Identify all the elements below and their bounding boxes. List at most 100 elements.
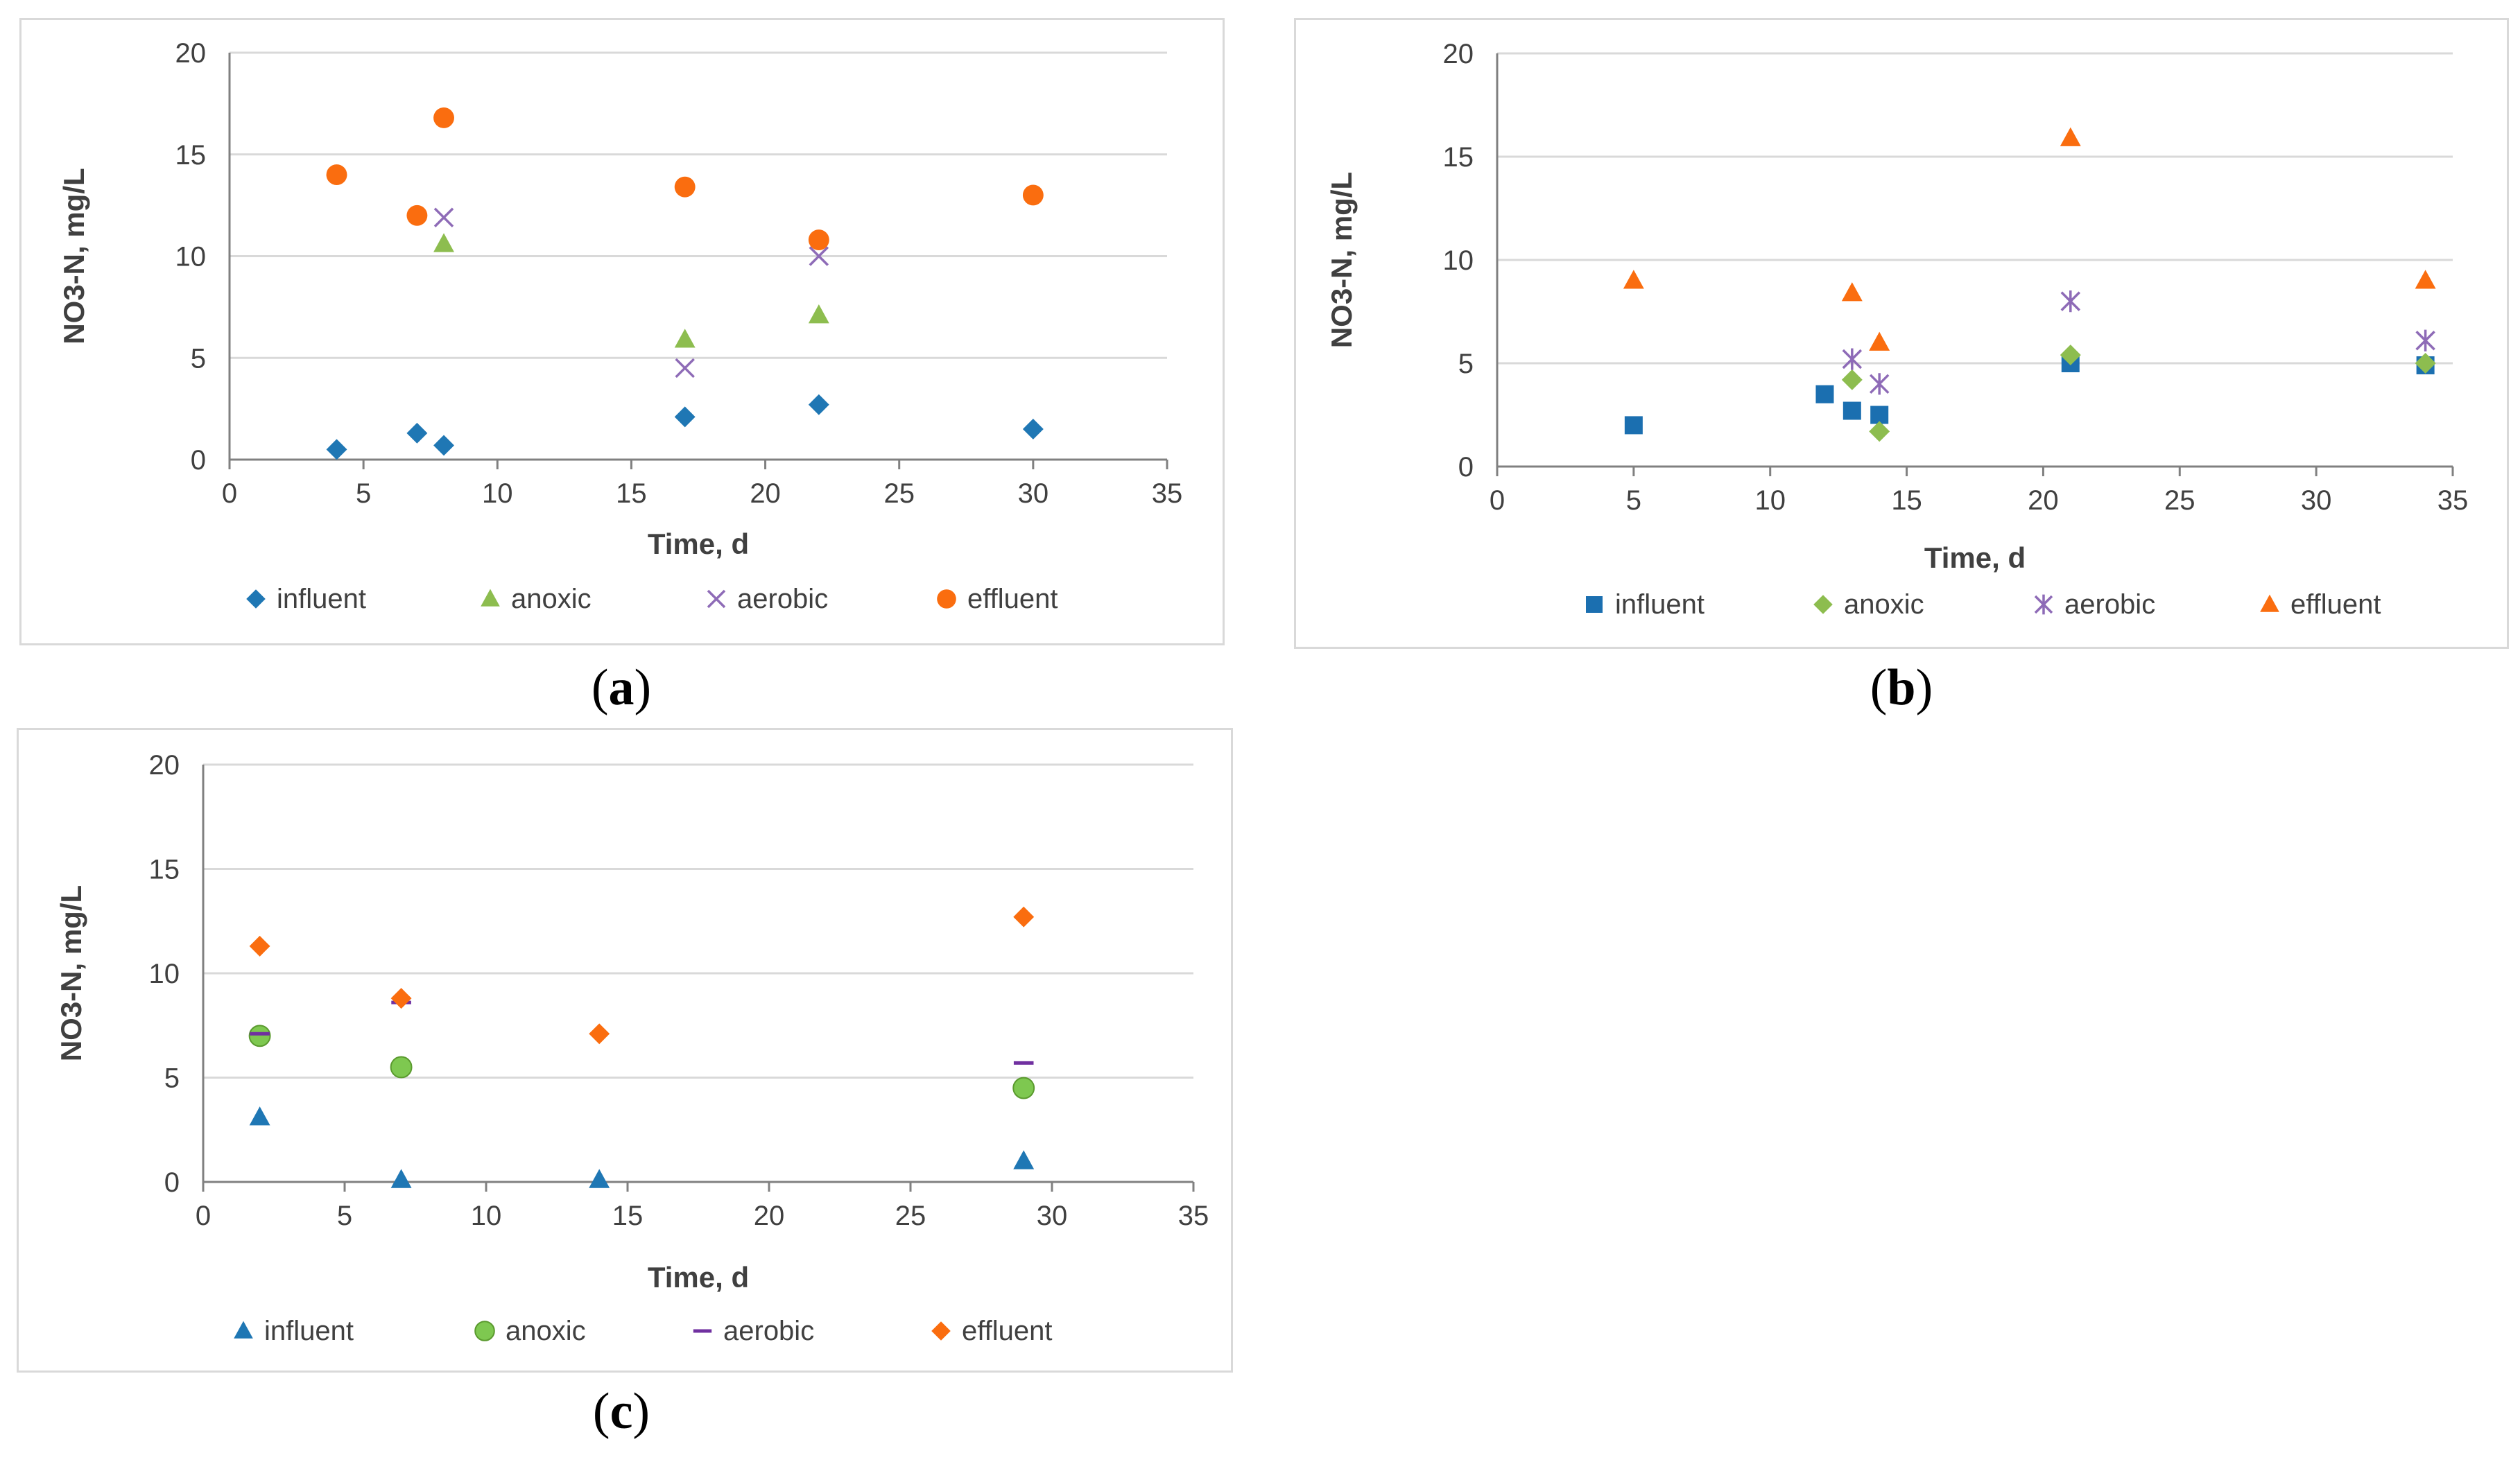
chart-c-point-influent xyxy=(249,1106,270,1126)
chart-a-series-aerobic xyxy=(433,207,829,378)
chart-a-svg: 0 5 10 15 20 0 5 10 15 20 25 30 35 Time, d NO3-N, mg/L… xyxy=(58,38,1183,614)
chart-b-ytick-label: 5 xyxy=(1458,349,1474,379)
chart-a-legend: influent anoxic aerobic effluent xyxy=(246,584,1058,614)
chart-c-legend-marker-effluent xyxy=(931,1321,951,1341)
chart-a-legend-marker-influent xyxy=(246,589,266,609)
chart-a-point-influent xyxy=(326,439,347,460)
chart-c-xtick-label: 35 xyxy=(1178,1201,1209,1231)
caption-b-label: b xyxy=(1887,659,1916,716)
chart-a-point-aerobic xyxy=(809,246,829,266)
chart-c-ytick-label: 20 xyxy=(149,750,180,781)
chart-c-point-anoxic xyxy=(248,1025,271,1047)
chart-c-series-influent xyxy=(249,1106,1035,1188)
chart-c-svg: 0 5 10 15 20 0 5 10 15 20 25 30 35 Time, d NO3-N, mg/L… xyxy=(55,750,1209,1346)
chart-panel-b: 0 5 10 15 20 0 5 10 15 20 25 30 35 Time, d NO3-N, mg/L… xyxy=(1294,18,2509,649)
chart-a-point-effluent xyxy=(808,229,829,250)
chart-b-series-influent xyxy=(1624,354,2435,435)
chart-b-svg: 0 5 10 15 20 0 5 10 15 20 25 30 35 Time, d NO3-N, mg/L… xyxy=(1325,39,2469,620)
chart-a-legend-label-influent: influent xyxy=(277,584,366,614)
chart-c-point-effluent xyxy=(589,1023,610,1045)
chart-c-point-influent xyxy=(390,1169,412,1188)
chart-c-ytick-label: 0 xyxy=(164,1167,180,1198)
chart-b-ytick-label: 10 xyxy=(1443,245,1474,276)
chart-a-point-effluent xyxy=(406,204,428,226)
chart-a-point-aerobic xyxy=(675,358,695,378)
caption-a-label: a xyxy=(608,659,635,716)
chart-b-point-effluent xyxy=(1623,270,1644,289)
chart-b-legend: influent anoxic aerobic effluent xyxy=(1586,589,2381,620)
caption-a: (a) xyxy=(591,659,652,716)
chart-b-xtick-label: 20 xyxy=(2028,485,2059,516)
chart-a-point-anoxic xyxy=(433,233,454,252)
chart-c-xtick-label: 20 xyxy=(754,1201,785,1231)
chart-b-point-influent xyxy=(1842,401,1861,420)
chart-a-point-influent xyxy=(808,394,829,415)
chart-c-legend-marker-influent xyxy=(234,1321,253,1339)
chart-b-ytick-label: 20 xyxy=(1443,39,1474,69)
chart-a-xtick-label: 25 xyxy=(883,478,915,509)
chart-b-xtick-label: 35 xyxy=(2437,485,2469,516)
chart-b-xtick-label: 15 xyxy=(1891,485,1922,516)
chart-c-xtick-label: 10 xyxy=(471,1201,502,1231)
chart-b-point-influent xyxy=(1815,385,1834,403)
chart-a-point-effluent xyxy=(326,164,347,186)
chart-a-ytick-label: 10 xyxy=(175,242,207,272)
chart-a-ytick-label: 20 xyxy=(175,38,207,69)
chart-c-legend-label-anoxic: anoxic xyxy=(506,1316,586,1346)
chart-a-point-influent xyxy=(1022,419,1044,440)
chart-a-point-influent xyxy=(406,422,428,444)
chart-a-point-anoxic xyxy=(674,329,696,348)
chart-c-legend-marker-anoxic xyxy=(474,1321,495,1341)
chart-a-point-effluent xyxy=(1022,184,1044,206)
chart-c-ytick-label: 10 xyxy=(149,959,180,989)
chart-c-series-anoxic xyxy=(248,1025,1035,1099)
chart-a-point-anoxic xyxy=(808,304,829,324)
chart-c-y-axis-title: NO3-N, mg/L xyxy=(55,885,87,1061)
chart-a-point-influent xyxy=(433,435,454,456)
chart-b-series-effluent xyxy=(1623,127,2436,351)
chart-b-xtick-label: 5 xyxy=(1626,485,1641,516)
chart-c-legend: influent anoxic aerobic effluent xyxy=(234,1316,1053,1346)
chart-a-legend-marker-aerobic xyxy=(707,589,726,609)
chart-a-xtick-label: 0 xyxy=(222,478,237,509)
chart-panel-c: 0 5 10 15 20 0 5 10 15 20 25 30 35 Time, d NO3-N, mg/L… xyxy=(17,728,1233,1373)
caption-c-label: c xyxy=(610,1383,633,1440)
chart-c-xtick-label: 0 xyxy=(196,1201,211,1231)
chart-c-point-effluent xyxy=(1013,906,1035,928)
chart-b-series-aerobic xyxy=(1842,290,2435,395)
chart-a-xtick-label: 35 xyxy=(1152,478,1183,509)
chart-b-legend-marker-anoxic xyxy=(1813,595,1833,614)
chart-b-point-anoxic xyxy=(1869,421,1890,442)
chart-a-xtick-label: 5 xyxy=(356,478,371,509)
chart-b-ytick-label: 15 xyxy=(1443,142,1474,173)
chart-a-point-aerobic xyxy=(433,207,454,227)
chart-a-legend-marker-effluent xyxy=(937,589,956,609)
chart-b-legend-label-anoxic: anoxic xyxy=(1844,589,1924,620)
chart-b-xtick-label: 0 xyxy=(1490,485,1505,516)
chart-b-legend-label-effluent: effluent xyxy=(2290,589,2381,620)
caption-c: (c) xyxy=(592,1383,650,1440)
chart-a-legend-label-anoxic: anoxic xyxy=(511,584,592,614)
chart-b-xtick-label: 10 xyxy=(1754,485,1786,516)
chart-a-point-influent xyxy=(674,406,696,428)
chart-b-point-aerobic xyxy=(1842,348,1863,370)
chart-b-legend-marker-aerobic xyxy=(2034,594,2053,615)
chart-a-legend-label-effluent: effluent xyxy=(967,584,1058,614)
chart-c-xtick-label: 15 xyxy=(612,1201,644,1231)
chart-a-ytick-label: 0 xyxy=(191,445,206,476)
chart-c-xtick-label: 5 xyxy=(337,1201,352,1231)
chart-a-xtick-label: 20 xyxy=(750,478,781,509)
chart-c-x-axis-title: Time, d xyxy=(648,1261,749,1294)
chart-a-series-influent xyxy=(326,394,1044,460)
chart-c-legend-label-aerobic: aerobic xyxy=(723,1316,814,1346)
chart-c-series-aerobic xyxy=(250,1000,1034,1065)
chart-b-point-influent xyxy=(1870,406,1889,424)
chart-a-series-effluent xyxy=(326,107,1044,250)
chart-b-point-effluent xyxy=(2415,270,2436,289)
caption-b: (b) xyxy=(1870,659,1933,716)
chart-c-series-effluent xyxy=(249,906,1035,1045)
chart-b-point-aerobic xyxy=(2415,329,2435,351)
chart-b-legend-label-aerobic: aerobic xyxy=(2064,589,2155,620)
chart-b-point-anoxic xyxy=(1841,369,1863,390)
chart-b-point-influent xyxy=(1624,416,1643,435)
